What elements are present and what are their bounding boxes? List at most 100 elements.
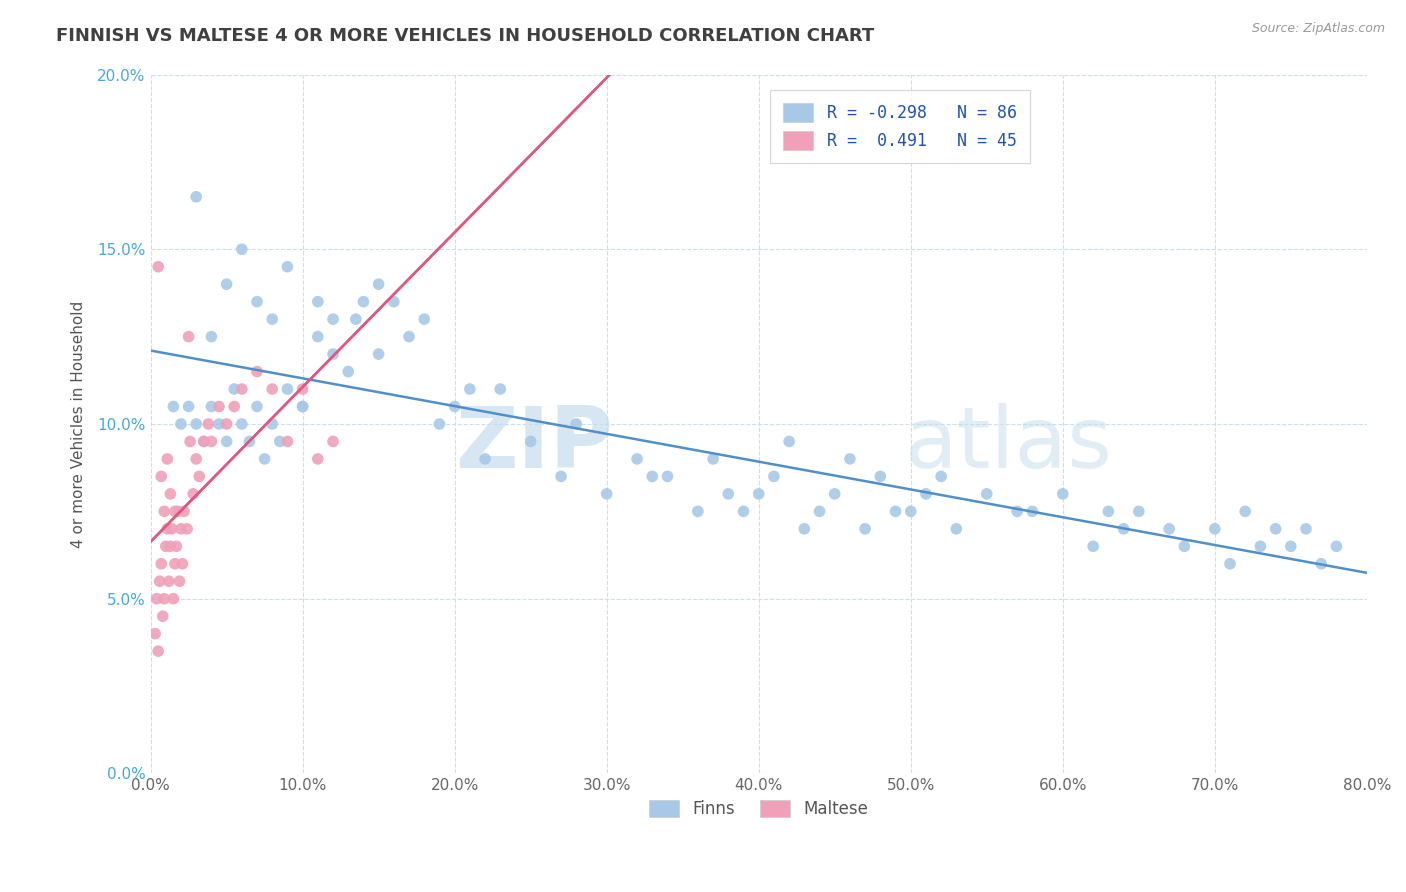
Point [238, 434, 260, 449]
Point [398, 329, 420, 343]
Point [929, 469, 952, 483]
Point [489, 382, 512, 396]
Point [165, 539, 187, 553]
Point [156, 522, 179, 536]
Point [307, 451, 329, 466]
Point [1310, 557, 1333, 571]
Point [149, 574, 172, 589]
Point [162, 400, 184, 414]
Point [793, 522, 815, 536]
Point [186, 451, 208, 466]
Text: atlas: atlas [904, 403, 1112, 486]
Point [686, 504, 709, 518]
Point [337, 365, 360, 379]
Point [808, 504, 831, 518]
Point [429, 417, 451, 431]
Point [869, 469, 891, 483]
Point [188, 469, 211, 483]
Point [159, 487, 181, 501]
Point [262, 382, 284, 396]
Point [231, 382, 253, 396]
Point [246, 400, 269, 414]
Text: FINNISH VS MALTESE 4 OR MORE VEHICLES IN HOUSEHOLD CORRELATION CHART: FINNISH VS MALTESE 4 OR MORE VEHICLES IN… [56, 27, 875, 45]
Point [322, 312, 344, 326]
Point [167, 504, 190, 518]
Point [181, 487, 204, 501]
Point [367, 277, 389, 292]
Point [153, 504, 176, 518]
Point [208, 400, 231, 414]
Point [156, 451, 179, 466]
Point [595, 487, 617, 501]
Point [1128, 504, 1150, 518]
Point [179, 434, 201, 449]
Point [458, 382, 481, 396]
Point [170, 522, 193, 536]
Point [1279, 539, 1302, 553]
Point [150, 557, 173, 571]
Point [1219, 557, 1241, 571]
Point [246, 294, 269, 309]
Legend: Finns, Maltese: Finns, Maltese [643, 793, 875, 824]
Point [344, 312, 367, 326]
Point [148, 644, 170, 658]
Point [163, 557, 186, 571]
Point [762, 469, 785, 483]
Point [262, 417, 284, 431]
Point [193, 434, 215, 449]
Point [208, 417, 231, 431]
Point [215, 277, 238, 292]
Point [157, 574, 180, 589]
Point [519, 434, 541, 449]
Point [276, 260, 298, 274]
Point [322, 434, 344, 449]
Point [176, 522, 198, 536]
Point [778, 434, 800, 449]
Text: Source: ZipAtlas.com: Source: ZipAtlas.com [1251, 22, 1385, 36]
Point [307, 329, 329, 343]
Point [1326, 539, 1348, 553]
Point [160, 522, 183, 536]
Point [824, 487, 846, 501]
Point [231, 417, 253, 431]
Point [413, 312, 436, 326]
Point [169, 574, 191, 589]
Point [565, 417, 588, 431]
Point [1052, 487, 1074, 501]
Point [177, 400, 200, 414]
Point [382, 294, 405, 309]
Point [186, 417, 208, 431]
Point [641, 469, 664, 483]
Point [291, 400, 314, 414]
Point [197, 417, 219, 431]
Point [200, 434, 222, 449]
Point [193, 434, 215, 449]
Point [626, 451, 648, 466]
Point [702, 451, 724, 466]
Point [246, 365, 269, 379]
Point [1081, 539, 1104, 553]
Point [262, 312, 284, 326]
Point [352, 294, 374, 309]
Point [200, 329, 222, 343]
Point [1264, 522, 1286, 536]
Point [1097, 504, 1119, 518]
Point [900, 504, 922, 518]
Point [717, 487, 740, 501]
Text: ZIP: ZIP [456, 403, 613, 486]
Point [224, 382, 246, 396]
Point [143, 626, 166, 640]
Point [231, 242, 253, 256]
Point [276, 434, 298, 449]
Point [322, 347, 344, 361]
Point [162, 591, 184, 606]
Point [215, 417, 238, 431]
Point [976, 487, 998, 501]
Point [443, 400, 465, 414]
Point [1234, 504, 1257, 518]
Point [150, 469, 173, 483]
Point [1021, 504, 1043, 518]
Point [1204, 522, 1226, 536]
Point [155, 539, 177, 553]
Y-axis label: 4 or more Vehicles in Household: 4 or more Vehicles in Household [72, 301, 86, 548]
